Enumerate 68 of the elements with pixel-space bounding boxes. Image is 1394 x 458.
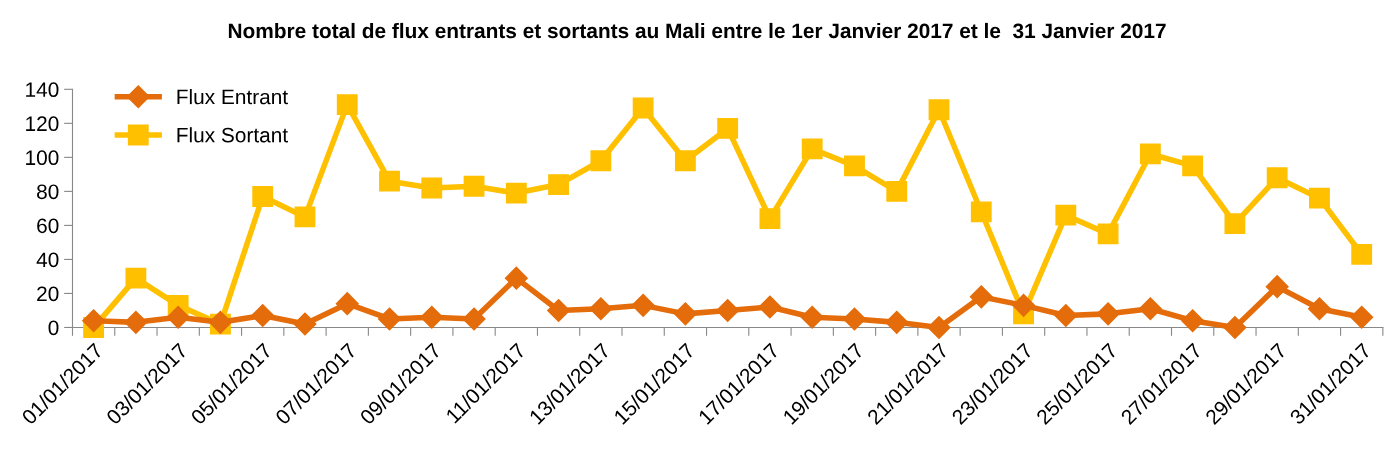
point: [252, 186, 274, 207]
point: [758, 295, 782, 319]
point: [969, 285, 993, 309]
point: [674, 150, 696, 172]
point: [378, 307, 402, 331]
point: [1265, 275, 1289, 299]
point: [631, 293, 655, 317]
point: [1223, 315, 1247, 339]
point: [842, 307, 866, 331]
point: [717, 118, 739, 139]
point: [885, 310, 909, 334]
point: [632, 97, 654, 119]
legend-label: Flux Sortant: [177, 127, 288, 143]
point: [1266, 167, 1288, 189]
y-tick-label: 80: [37, 184, 59, 200]
point: [504, 266, 528, 290]
point: [1138, 297, 1162, 321]
point: [1351, 243, 1373, 265]
point: [293, 312, 317, 336]
point: [590, 150, 612, 172]
point: [336, 94, 358, 116]
point: [335, 292, 359, 316]
point: [379, 170, 400, 192]
point: [1307, 297, 1331, 321]
point: [1097, 223, 1119, 245]
point: [125, 267, 147, 289]
point: [844, 155, 865, 177]
point: [673, 302, 697, 326]
point: [800, 305, 824, 329]
point: [928, 99, 950, 121]
point: [548, 174, 570, 195]
point: [1054, 304, 1078, 328]
point: [716, 298, 740, 322]
point: [927, 315, 951, 339]
y-tick-label: 140: [26, 82, 59, 98]
point: [1096, 302, 1120, 326]
point: [1182, 155, 1204, 177]
point: [801, 138, 823, 160]
y-tick-label: 60: [37, 218, 59, 234]
point: [166, 305, 190, 329]
y-tick-label: 120: [26, 116, 59, 132]
point: [1012, 293, 1036, 317]
point: [1224, 213, 1246, 235]
point: [124, 310, 148, 334]
point: [251, 304, 275, 328]
point: [759, 208, 781, 230]
point: [1181, 309, 1205, 333]
point: [463, 175, 485, 197]
point: [82, 309, 106, 333]
point: [294, 206, 316, 228]
point: [1139, 143, 1161, 165]
point: [1350, 305, 1374, 329]
point: [970, 201, 992, 223]
point: [589, 297, 613, 321]
legend-label: Flux Entrant: [177, 89, 288, 105]
point: [547, 298, 571, 322]
point: [421, 177, 443, 199]
y-tick-label: 40: [36, 252, 59, 268]
point: [505, 182, 527, 204]
point: [886, 180, 908, 202]
point: [420, 305, 444, 329]
y-tick-label: 20: [37, 286, 59, 302]
point: [1055, 204, 1077, 226]
y-tick-label: 100: [26, 150, 59, 166]
point: [1309, 187, 1330, 209]
point: [462, 307, 486, 331]
y-tick-label: 0: [48, 320, 59, 336]
chart-title: Nombre total de flux entrants et sortants au Mali entre le 1er Janvier 2017 et le 31 Janvier 2017: [228, 22, 1166, 39]
